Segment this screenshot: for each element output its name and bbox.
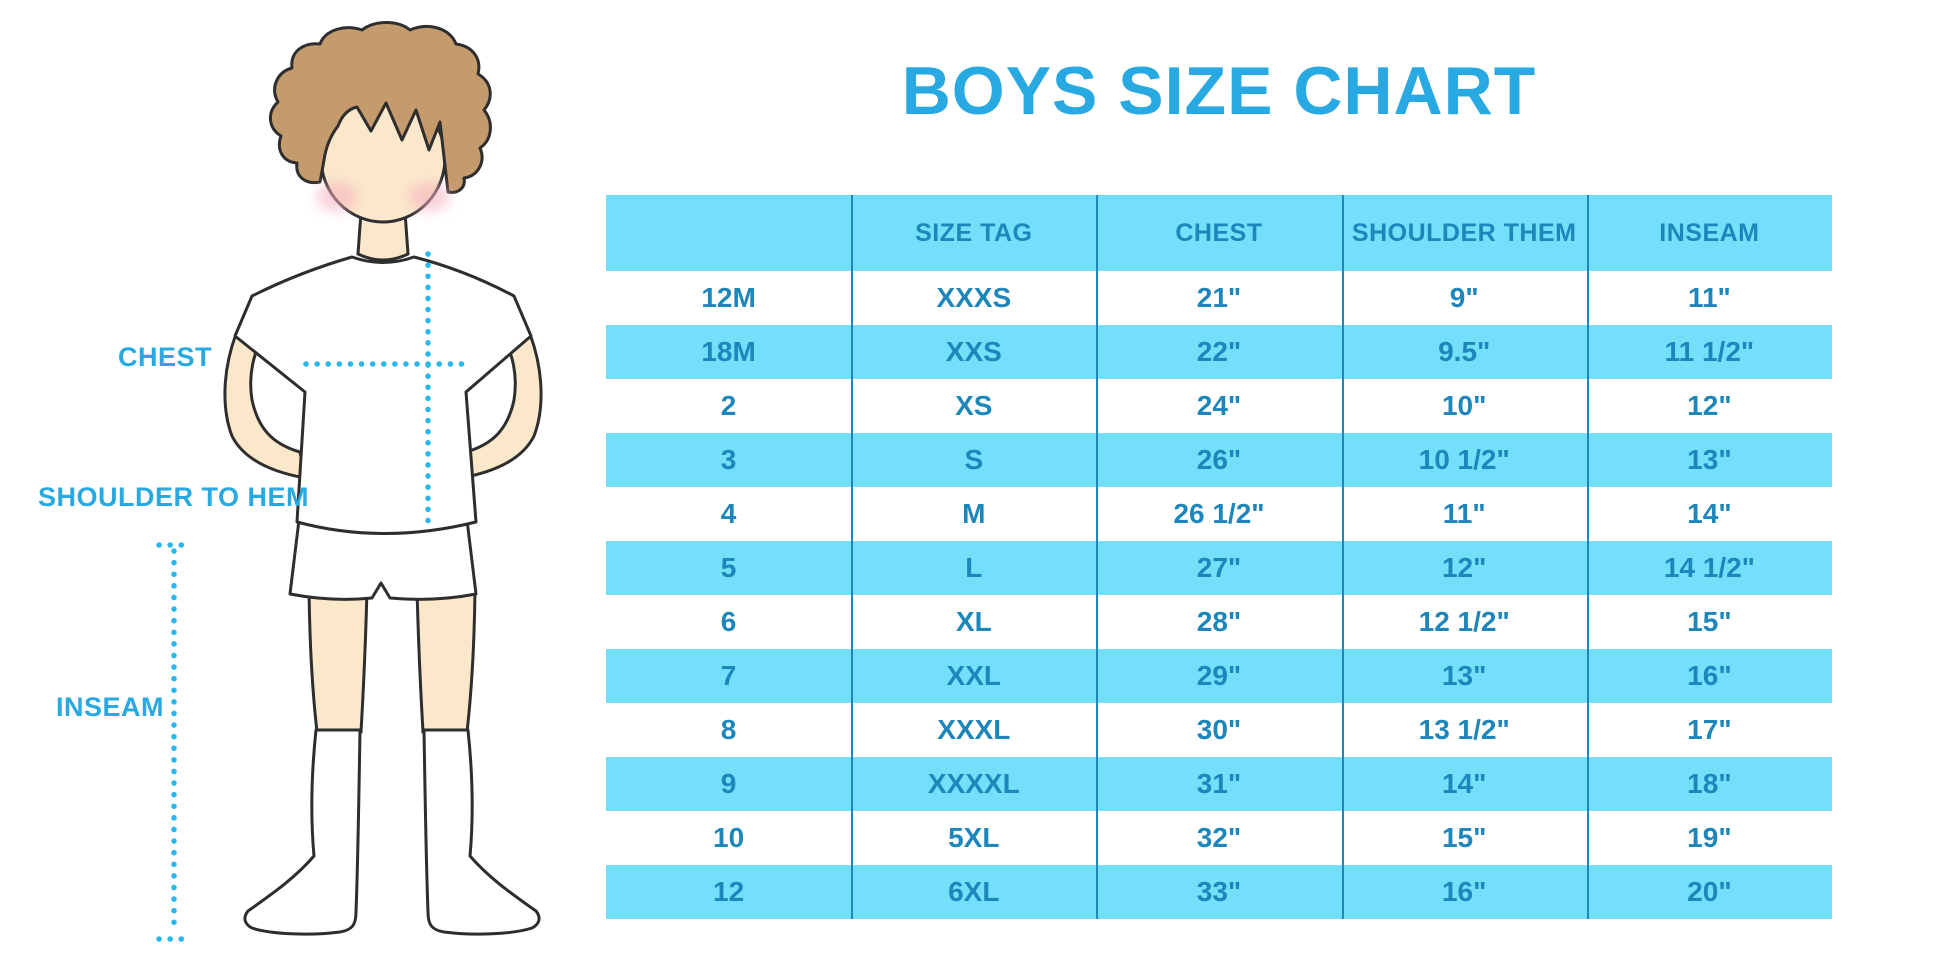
boy-blush-left [316,182,358,212]
header-cell-size [606,195,851,271]
table-cell: 19" [1687,822,1732,853]
table-cell: M [962,498,986,529]
table-row: 18M XXS 22" 9.5" 11 1/2" [606,325,1832,379]
size-chart-table: SIZE TAG CHEST SHOULDER THEM INSEAM 12M … [606,195,1832,919]
table-cell: 10" [1441,390,1487,421]
table-cell: 26 1/2" [1173,498,1265,529]
table-cell: 18" [1687,768,1732,799]
header-cell-shoulder: SHOULDER THEM [1351,218,1577,247]
table-cell: XS [955,390,993,421]
table-cell: 11" [1687,282,1731,313]
inseam-label: INSEAM [56,692,165,722]
table-cell: 16" [1687,660,1732,691]
column-divider [1096,195,1099,919]
table-header-row: SIZE TAG CHEST SHOULDER THEM INSEAM [606,195,1832,271]
table-cell: 7 [720,660,737,691]
table-cell: 18M [701,336,756,367]
table-cell: 32" [1196,822,1242,853]
chest-label: CHEST [118,342,213,372]
table-cell: 9 [720,768,737,799]
table-cell: 4 [720,498,737,529]
table-cell: 12" [1687,390,1732,421]
table-cell: L [965,552,983,583]
table-cell: 15" [1441,822,1487,853]
table-cell: 21" [1196,282,1242,313]
table-row: 12M XXXS 21" 9" 11" [606,271,1832,325]
table-cell: 17" [1687,714,1732,745]
table-cell: 6XL [948,876,1000,907]
header-cell-size-tag: SIZE TAG [915,218,1033,247]
table-cell: XXL [946,660,1002,691]
table-cell: 11 1/2" [1664,336,1755,367]
table-cell: 13" [1687,444,1732,475]
table-cell: 24" [1196,390,1242,421]
table-cell: XXXL [937,714,1011,745]
table-cell: 15" [1687,606,1732,637]
table-row: 12 6XL 33" 16" 20" [606,865,1832,919]
table-row: 4 M 26 1/2" 11" 14" [606,487,1832,541]
table-cell: S [964,444,984,475]
table-cell: 13" [1441,660,1487,691]
shoulder-to-hem-label: SHOULDER TO HEM [38,482,310,512]
header-cell-inseam: INSEAM [1659,218,1760,247]
table-cell: 14 1/2" [1663,552,1755,583]
column-divider [1586,195,1589,919]
table-cell: XXS [945,336,1002,367]
boy-hair [269,21,492,194]
table-cell: 26" [1196,444,1242,475]
table-cell: XL [955,606,992,637]
boy-blush-right [408,182,450,212]
table-cell: 5 [720,552,737,583]
table-row: 6 XL 28" 12 1/2" 15" [606,595,1832,649]
table-cell: 12M [701,282,756,313]
table-cell: 29" [1196,660,1242,691]
boy-measurement-illustration [156,21,543,942]
table-cell: 12" [1441,552,1487,583]
boy-right-sock [422,728,541,936]
table-row: 9 XXXXL 31" 14" 18" [606,757,1832,811]
table-cell: 33" [1196,876,1242,907]
table-cell: XXXS [936,282,1012,313]
table-cell: 10 [713,822,745,853]
table-cell: 14" [1687,498,1732,529]
table-cell: 12 1/2" [1418,606,1510,637]
table-row: 8 XXXL 30" 13 1/2" 17" [606,703,1832,757]
header-cell-chest: CHEST [1175,218,1263,247]
column-divider [1341,195,1344,919]
table-cell: 31" [1196,768,1242,799]
table-cell: 20" [1687,876,1732,907]
table-cell: 3 [720,444,737,475]
boy-right-thigh [415,588,477,734]
table-cell: 13 1/2" [1418,714,1510,745]
table-cell: 30" [1196,714,1242,745]
table-cell: 6 [720,606,737,637]
table-row: 10 5XL 32" 15" 19" [606,811,1832,865]
table-cell: 8 [720,714,737,745]
table-row: 3 S 26" 10 1/2" 13" [606,433,1832,487]
table-cell: 12 [713,876,745,907]
table-cell: 5XL [948,822,1000,853]
table-cell: 10 1/2" [1418,444,1510,475]
table-cell: 9" [1449,282,1479,313]
boy-shorts [288,518,478,601]
table-cell: 2 [720,390,737,421]
table-row: 5 L 27" 12" 14 1/2" [606,541,1832,595]
table-row: 7 XXL 29" 13" 16" [606,649,1832,703]
table-row: 2 XS 24" 10" 12" [606,379,1832,433]
boy-left-sock [243,728,362,936]
table-cell: XXXXL [927,768,1020,799]
table-cell: 9.5" [1438,336,1491,367]
table-cell: 28" [1196,606,1242,637]
column-divider [851,195,854,919]
table-cell: 22" [1196,336,1242,367]
table-cell: 14" [1441,768,1487,799]
table-cell: 16" [1441,876,1487,907]
table-cell: 27" [1196,552,1242,583]
boy-left-thigh [307,588,369,734]
boy-shirt [233,255,533,535]
page-title: BOYS SIZE CHART [901,53,1537,129]
table-cell: 11" [1442,498,1486,529]
